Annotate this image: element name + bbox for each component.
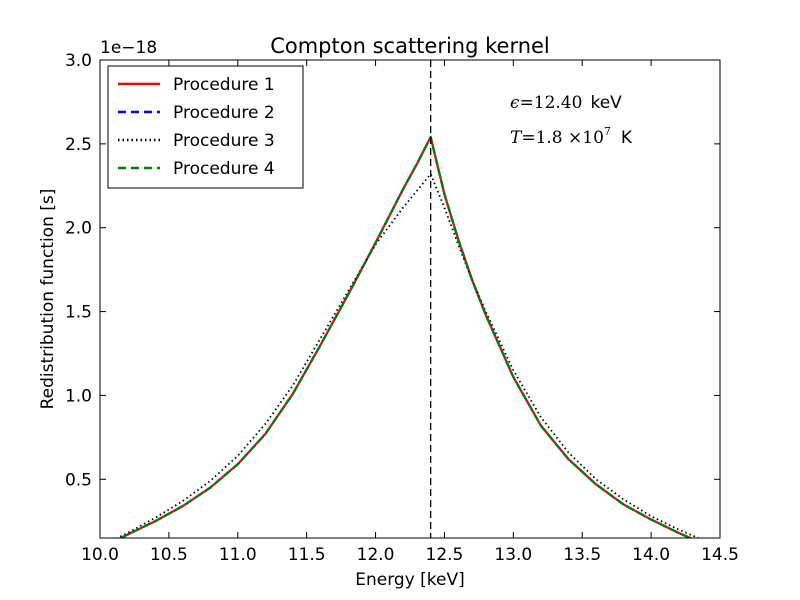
- x-tick-label: 14.0: [632, 545, 670, 565]
- temperature-unit: K: [621, 128, 633, 148]
- legend-label-4: Procedure 4: [173, 159, 275, 179]
- x-tick-label: 13.0: [494, 545, 532, 565]
- plot-frame: [99, 59, 721, 539]
- y-offset-label: 1e−18: [100, 38, 157, 58]
- series-line-1: [118, 136, 694, 538]
- legend-label-2: Procedure 2: [173, 103, 275, 123]
- epsilon-value: =12.40: [520, 93, 583, 113]
- legend-box: [107, 65, 304, 189]
- epsilon-symbol: ϵ: [510, 93, 520, 113]
- chart-title: Compton scattering kernel: [270, 34, 550, 58]
- y-tick-label: 1.5: [65, 303, 92, 323]
- legend-label-3: Procedure 3: [173, 131, 275, 151]
- y-tick-label: 2.0: [65, 219, 92, 239]
- x-tick-label: 11.0: [219, 545, 257, 565]
- legend-label-1: Procedure 1: [173, 75, 275, 95]
- epsilon-unit: keV: [590, 93, 622, 113]
- x-axis: 10.0 10.5 11.0 11.5 12.0 12.5 13.0 13.5 14.0 14.5: [81, 60, 739, 565]
- y-tick-label: 1.0: [65, 386, 92, 406]
- x-tick-label: 10.0: [81, 545, 119, 565]
- x-tick-label: 13.5: [563, 545, 601, 565]
- y-tick-label: 3.0: [65, 51, 92, 71]
- series-layer: [115, 136, 701, 538]
- series-line-4: [118, 136, 694, 538]
- physics-annotation: ϵ=12.40 keV T=1.8 ×107 K: [510, 93, 633, 148]
- series-line-2: [118, 136, 694, 538]
- x-axis-label: Energy [keV]: [355, 570, 465, 590]
- x-tick-label: 11.5: [288, 545, 326, 565]
- x-tick-label: 12.5: [426, 545, 464, 565]
- epsilon-annotation: ϵ=12.40 keV: [510, 93, 622, 113]
- x-tick-label: 10.5: [150, 545, 188, 565]
- x-tick-label: 14.5: [701, 545, 739, 565]
- series-line-3: [115, 173, 701, 538]
- x-tick-label: 12.0: [357, 545, 395, 565]
- temperature-symbol: T: [510, 128, 523, 148]
- y-tick-label: 2.5: [65, 135, 92, 155]
- temperature-annotation: T=1.8 ×107 K: [510, 125, 633, 148]
- y-tick-label: 0.5: [65, 470, 92, 490]
- y-axis: 0.5 1.0 1.5 2.0 2.5 3.0: [65, 51, 720, 490]
- temperature-value: =1.8 ×10: [521, 128, 604, 148]
- legend: Procedure 1 Procedure 2 Procedure 3 Procedu…: [107, 65, 304, 189]
- temperature-exponent: 7: [604, 125, 611, 138]
- y-axis-label: Redistribution function [s]: [38, 189, 58, 410]
